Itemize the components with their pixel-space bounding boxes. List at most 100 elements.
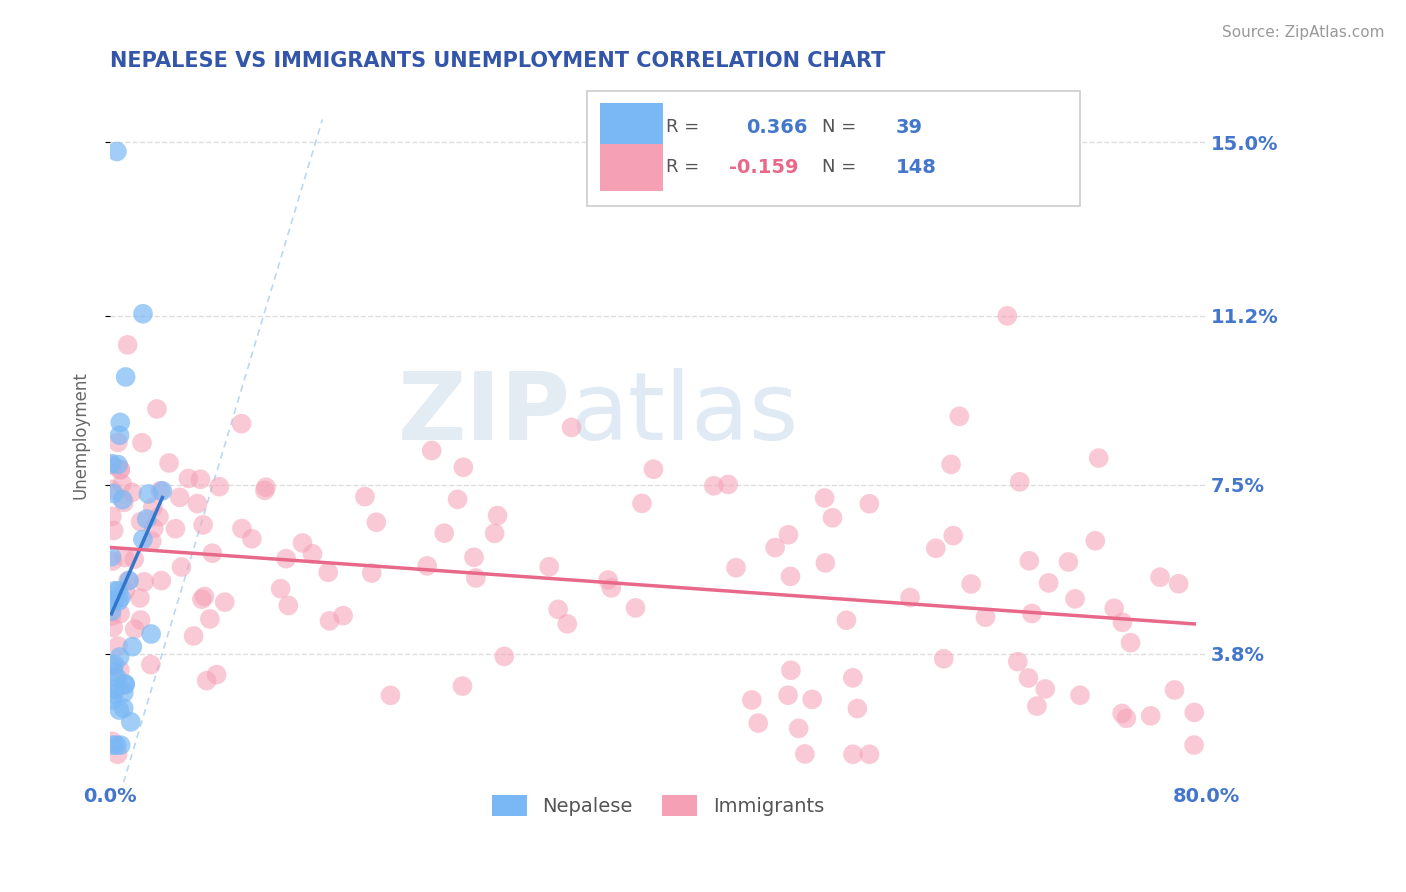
Immigrants xyxy=(316,566,339,580)
Immigrants xyxy=(366,515,388,529)
Immigrants xyxy=(948,409,970,424)
Immigrants xyxy=(107,639,129,653)
Immigrants xyxy=(100,483,122,497)
Immigrants xyxy=(108,663,131,677)
Immigrants xyxy=(1018,554,1040,568)
Nepalese xyxy=(150,483,173,498)
Immigrants xyxy=(1021,607,1043,621)
Immigrants xyxy=(416,558,439,573)
Immigrants xyxy=(201,546,224,560)
Immigrants xyxy=(291,536,314,550)
Nepalese xyxy=(100,604,122,618)
Nepalese xyxy=(114,370,136,384)
Immigrants xyxy=(600,581,623,595)
Immigrants xyxy=(191,592,214,607)
Immigrants xyxy=(1111,706,1133,721)
Immigrants xyxy=(101,509,124,524)
Immigrants xyxy=(778,688,800,702)
Immigrants xyxy=(1111,615,1133,630)
Immigrants xyxy=(193,590,215,604)
Nepalese xyxy=(118,574,141,588)
Immigrants xyxy=(100,609,122,624)
Immigrants xyxy=(842,747,865,762)
Immigrants xyxy=(354,490,377,504)
Nepalese xyxy=(105,738,128,752)
Nepalese xyxy=(104,583,127,598)
Text: ZIP: ZIP xyxy=(398,368,571,459)
Immigrants xyxy=(747,716,769,731)
Immigrants xyxy=(486,508,509,523)
Immigrants xyxy=(995,309,1018,323)
Immigrants xyxy=(1102,601,1125,615)
Immigrants xyxy=(932,652,955,666)
Immigrants xyxy=(146,401,169,416)
Immigrants xyxy=(835,613,858,627)
Nepalese xyxy=(111,492,134,507)
Immigrants xyxy=(177,471,200,485)
Nepalese xyxy=(105,145,128,159)
Text: -0.159: -0.159 xyxy=(730,158,799,177)
Nepalese xyxy=(100,549,122,564)
Immigrants xyxy=(598,573,620,587)
Immigrants xyxy=(190,472,212,486)
Immigrants xyxy=(208,480,231,494)
Immigrants xyxy=(318,614,340,628)
Immigrants xyxy=(960,577,983,591)
Immigrants xyxy=(276,551,298,566)
Immigrants xyxy=(1149,570,1171,584)
Immigrants xyxy=(787,722,810,736)
Immigrants xyxy=(277,599,299,613)
Immigrants xyxy=(183,629,205,643)
Immigrants xyxy=(100,658,122,673)
Nepalese xyxy=(110,591,132,605)
Immigrants xyxy=(1084,533,1107,548)
Nepalese xyxy=(110,738,132,752)
Immigrants xyxy=(464,571,486,585)
Nepalese xyxy=(112,701,135,715)
Immigrants xyxy=(170,560,193,574)
Immigrants xyxy=(129,613,152,627)
Immigrants xyxy=(110,462,132,476)
Immigrants xyxy=(779,569,801,583)
Immigrants xyxy=(108,607,131,621)
Immigrants xyxy=(1017,671,1039,685)
Immigrants xyxy=(898,591,921,605)
Immigrants xyxy=(231,522,253,536)
Y-axis label: Unemployment: Unemployment xyxy=(72,371,89,499)
Immigrants xyxy=(1007,655,1029,669)
Immigrants xyxy=(100,458,122,472)
Text: R =: R = xyxy=(665,159,699,177)
Immigrants xyxy=(1163,682,1185,697)
Immigrants xyxy=(165,522,187,536)
Immigrants xyxy=(380,689,402,703)
Immigrants xyxy=(134,574,156,589)
Immigrants xyxy=(1115,711,1137,725)
Immigrants xyxy=(112,495,135,509)
Nepalese xyxy=(103,594,125,608)
Nepalese xyxy=(108,703,131,717)
Immigrants xyxy=(778,528,800,542)
Immigrants xyxy=(1038,575,1060,590)
Text: NEPALESE VS IMMIGRANTS UNEMPLOYMENT CORRELATION CHART: NEPALESE VS IMMIGRANTS UNEMPLOYMENT CORR… xyxy=(110,51,886,70)
Immigrants xyxy=(1057,555,1080,569)
Nepalese xyxy=(103,665,125,680)
Immigrants xyxy=(108,679,131,693)
Immigrants xyxy=(763,541,786,555)
Nepalese xyxy=(114,678,136,692)
Nepalese xyxy=(103,738,125,752)
Immigrants xyxy=(141,534,163,549)
Immigrants xyxy=(858,497,880,511)
Immigrants xyxy=(103,620,125,634)
Nepalese xyxy=(138,487,160,501)
Nepalese xyxy=(100,457,122,471)
Immigrants xyxy=(1064,591,1087,606)
Nepalese xyxy=(108,428,131,442)
Immigrants xyxy=(446,492,468,507)
Immigrants xyxy=(101,554,124,568)
Immigrants xyxy=(129,515,152,529)
Immigrants xyxy=(214,595,236,609)
Immigrants xyxy=(560,420,582,434)
Immigrants xyxy=(205,667,228,681)
Immigrants xyxy=(741,693,763,707)
Immigrants xyxy=(433,526,456,541)
